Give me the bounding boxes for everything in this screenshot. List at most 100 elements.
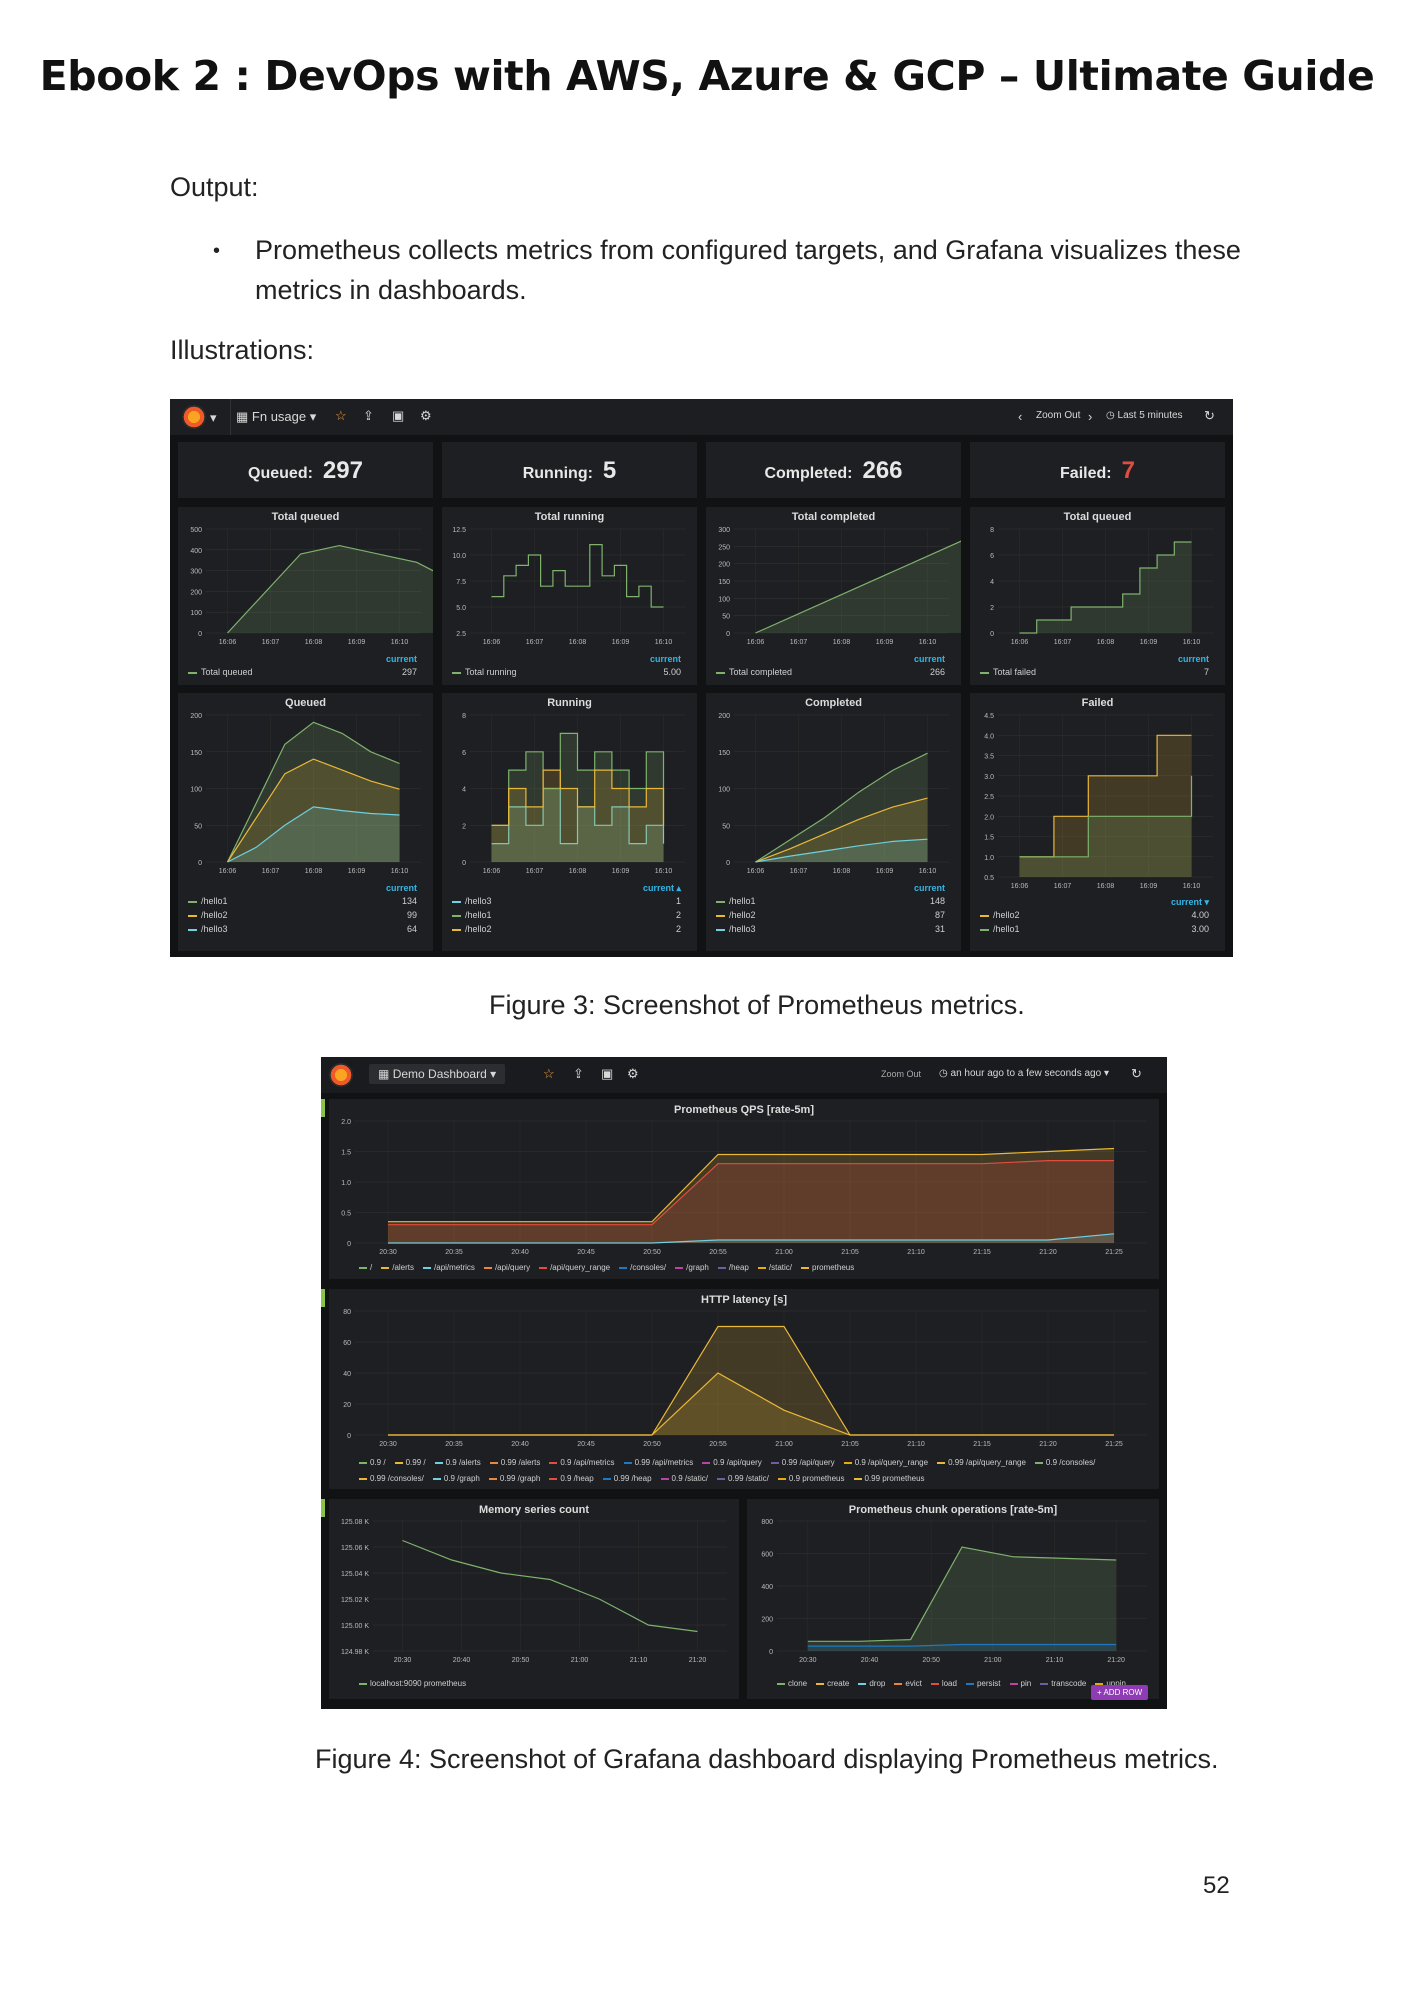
legend-item[interactable]: pin: [1009, 1679, 1031, 1688]
legend-item[interactable]: /api/query: [483, 1263, 530, 1272]
row-collapse-handle[interactable]: [321, 1499, 325, 1517]
legend-row[interactable]: /hello3 1: [452, 896, 687, 909]
legend-row[interactable]: /hello2 2: [452, 924, 687, 937]
share-icon[interactable]: ⇪: [363, 408, 374, 423]
stat-panel-completed[interactable]: Completed: 266: [706, 442, 961, 498]
legend-row[interactable]: /hello1 3.00: [980, 924, 1215, 937]
legend-item[interactable]: /consoles/: [619, 1263, 666, 1272]
legend-item[interactable]: 0.9 /api/query: [702, 1455, 762, 1471]
stat-panel-failed[interactable]: Failed: 7: [970, 442, 1225, 498]
zoom-out-button[interactable]: Zoom Out: [1036, 410, 1081, 421]
legend-item[interactable]: evict: [894, 1679, 922, 1688]
legend-item[interactable]: /api/metrics: [423, 1263, 475, 1272]
legend-item[interactable]: localhost:9090 prometheus: [359, 1679, 466, 1688]
grafana-logo-icon[interactable]: [329, 1063, 353, 1087]
stat-panel-queued[interactable]: Queued: 297: [178, 442, 433, 498]
legend-item[interactable]: 0.99 /graph: [488, 1471, 540, 1487]
legend-row[interactable]: /hello2 99: [188, 910, 423, 923]
graph-panel-running[interactable]: Running 0 2 4 6 8 16:06 16:07 16:08 16:09 16:10 c…: [442, 693, 697, 951]
star-icon[interactable]: ☆: [335, 408, 347, 423]
row-collapse-handle[interactable]: [321, 1099, 325, 1117]
legend-item[interactable]: 0.9 /heap: [549, 1471, 594, 1487]
legend-row[interactable]: /hello1 2: [452, 910, 687, 923]
legend-item[interactable]: prometheus: [801, 1263, 854, 1272]
graph-panel-queued[interactable]: Queued 0 50 100 150 200 16:06 16:07 16:08 16:09 1…: [178, 693, 433, 951]
legend-row[interactable]: /hello3 31: [716, 924, 951, 937]
legend-item[interactable]: 0.99 prometheus: [853, 1471, 925, 1487]
legend-item[interactable]: 0.99 /heap: [602, 1471, 652, 1487]
legend-item[interactable]: /graph: [675, 1263, 709, 1272]
row-collapse-handle[interactable]: [321, 1289, 325, 1307]
legend-item[interactable]: /: [359, 1263, 372, 1272]
graph-panel-failed[interactable]: Failed 0.5 1.0 1.5 2.0 2.5 3.0 3.5 4.0 4.5 16:06 1…: [970, 693, 1225, 951]
legend-row[interactable]: /hello2 4.00: [980, 910, 1215, 923]
legend-row[interactable]: Total queued 297: [188, 667, 423, 680]
dashboard-picker[interactable]: ▦ Fn usage ▾: [236, 409, 317, 424]
legend-item[interactable]: clone: [777, 1679, 807, 1688]
legend-item[interactable]: 0.99 /static/: [716, 1471, 769, 1487]
panel-title: Total running: [534, 511, 605, 523]
legend-row[interactable]: Total completed 266: [716, 667, 951, 680]
legend-item[interactable]: 0.9 /api/query_range: [843, 1455, 928, 1471]
legend-item[interactable]: transcode: [1040, 1679, 1086, 1688]
legend-item[interactable]: 0.9 /alerts: [434, 1455, 481, 1471]
zoom-out-button[interactable]: Zoom Out: [881, 1069, 922, 1079]
legend-item[interactable]: 0.9 /api/metrics: [549, 1455, 615, 1471]
shift-back-icon[interactable]: ‹: [1018, 409, 1023, 424]
legend-item[interactable]: 0.99 /api/query: [770, 1455, 835, 1471]
legend-item[interactable]: /heap: [717, 1263, 749, 1272]
panel-title: Running: [547, 697, 592, 709]
graph-panel-completed[interactable]: Completed 0 50 100 150 200 16:06 16:07 16:08 16:…: [706, 693, 961, 951]
share-icon[interactable]: ⇪: [573, 1066, 584, 1081]
legend-item[interactable]: load: [930, 1679, 957, 1688]
dashboard-picker[interactable]: ▦ Demo Dashboard ▾: [369, 1064, 506, 1084]
legend-item[interactable]: 0.99 /alerts: [489, 1455, 540, 1471]
legend-item[interactable]: /alerts: [381, 1263, 414, 1272]
settings-gear-icon[interactable]: ⚙: [420, 408, 432, 423]
legend-row[interactable]: /hello1 134: [188, 896, 423, 909]
graph-panel-total-completed[interactable]: Total completed 0 50 100 150 200 250 300 16:06 1…: [706, 507, 961, 685]
graph-panel-chunk-operations[interactable]: Prometheus chunk operations [rate-5m] 0 2…: [747, 1499, 1159, 1699]
save-icon[interactable]: ▣: [601, 1066, 614, 1081]
refresh-icon[interactable]: ↻: [1131, 1066, 1142, 1081]
legend-item[interactable]: 0.9 /consoles/: [1034, 1455, 1095, 1471]
legend-row[interactable]: Total failed 7: [980, 667, 1215, 680]
refresh-icon[interactable]: ↻: [1204, 408, 1215, 423]
shift-forward-icon[interactable]: ›: [1088, 409, 1093, 424]
save-icon[interactable]: ▣: [392, 408, 405, 423]
time-range-picker[interactable]: ◷ an hour ago to a few seconds ago ▾: [939, 1068, 1109, 1079]
graph-panel-total-running[interactable]: Total running 2.5 5.0 7.5 10.0 12.5 16:06 16:0…: [442, 507, 697, 685]
legend-row[interactable]: /hello1 148: [716, 896, 951, 909]
x-tick-label: 16:08: [833, 868, 851, 875]
legend-item[interactable]: 0.99 /consoles/: [359, 1471, 424, 1487]
star-icon[interactable]: ☆: [543, 1066, 555, 1081]
legend-row[interactable]: /hello3 64: [188, 924, 423, 937]
settings-gear-icon[interactable]: ⚙: [627, 1066, 639, 1081]
caret-down-icon[interactable]: ▾: [210, 410, 217, 425]
legend-item[interactable]: 0.99 /api/metrics: [623, 1455, 693, 1471]
legend-item[interactable]: drop: [858, 1679, 885, 1688]
graph-panel-memory-series[interactable]: Memory series count 124.98 K 125.00 K 125.…: [329, 1499, 739, 1699]
legend-item[interactable]: 0.9 /static/: [660, 1471, 708, 1487]
legend-item[interactable]: 0.99 /: [394, 1455, 426, 1471]
legend-item[interactable]: /static/: [757, 1263, 792, 1272]
legend-item[interactable]: 0.9 /: [359, 1455, 386, 1471]
grafana-logo-icon[interactable]: [182, 405, 206, 429]
add-row-button[interactable]: + ADD ROW: [1091, 1685, 1149, 1700]
legend-row[interactable]: /hello2 87: [716, 910, 951, 923]
graph-panel-total-queued[interactable]: Total queued 0 100 200 300 400 500 16:06 16:07 1…: [178, 507, 433, 685]
legend-item[interactable]: /api/query_range: [539, 1263, 610, 1272]
legend-item[interactable]: create: [816, 1679, 849, 1688]
graph-panel-prometheus-qps[interactable]: Prometheus QPS [rate-5m] 0 0.5 1.0 1.5 2.0 20…: [329, 1099, 1159, 1279]
legend-item[interactable]: 0.99 /api/query_range: [937, 1455, 1026, 1471]
time-range-picker[interactable]: ◷ Last 5 minutes: [1106, 410, 1183, 421]
legend-item[interactable]: unpin: [1095, 1679, 1126, 1688]
stat-panel-running[interactable]: Running: 5: [442, 442, 697, 498]
legend-item[interactable]: 0.9 /graph: [432, 1471, 480, 1487]
legend-item[interactable]: persist: [965, 1679, 1001, 1688]
legend-row[interactable]: Total running 5.00: [452, 667, 687, 680]
graph-panel-http-latency[interactable]: HTTP latency [s] 0 20 40 60 80 20:30 20:35 20:4…: [329, 1289, 1159, 1489]
legend-item[interactable]: 0.9 prometheus: [777, 1471, 845, 1487]
graph-panel-total-failed[interactable]: Total queued 0 2 4 6 8 16:06 16:07 16:08 16:09 16…: [970, 507, 1225, 685]
series-line: [491, 769, 665, 826]
